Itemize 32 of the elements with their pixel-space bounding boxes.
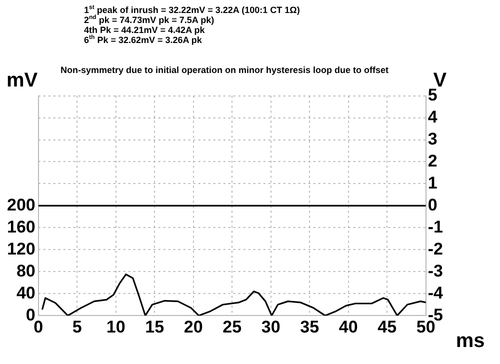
text: 2$^{nd}$ pk = 74.73mV pk = 7.5A pk) — [84, 15, 216, 25]
y2-tick-label: 4 — [428, 107, 438, 126]
y2-tick-label: -1 — [428, 217, 444, 236]
y2-tick-label: 2 — [428, 151, 438, 170]
x-tick-label: 25 — [222, 317, 242, 336]
x-tick-label: 10 — [106, 317, 126, 336]
y-tick-label: 80 — [16, 261, 36, 280]
y2-tick-label: 3 — [428, 129, 438, 148]
x-tick-label: 20 — [184, 317, 203, 336]
x-tick-label: 15 — [145, 317, 164, 336]
y-axis-title: mV — [6, 69, 38, 92]
y2-tick-label: -2 — [428, 239, 444, 258]
y2-tick-label: -4 — [428, 283, 444, 302]
y2-tick-label: 1 — [428, 173, 438, 192]
x-axis-title: ms — [456, 330, 485, 352]
y-tick-label: 160 — [6, 217, 36, 236]
y2-tick-label: -3 — [428, 261, 444, 280]
y2-tick-label: 0 — [428, 195, 438, 214]
x-tick-label: 45 — [378, 317, 397, 336]
text: 1$^{st}$ peak of inrush = 32.22mV = 3.22A (100:1 CT 1Ω) — [84, 5, 300, 15]
x-tick-label: 40 — [338, 317, 358, 336]
y-tick-label: 120 — [6, 239, 36, 258]
y-tick-label: 40 — [16, 283, 36, 302]
x-tick-label: 30 — [261, 317, 280, 336]
y-tick-label: 0 — [26, 305, 36, 324]
y-tick-label: 200 — [6, 195, 36, 214]
text: 4th Pk = 44.21mV = 4.42A pk — [84, 25, 206, 35]
y2-tick-label: 5 — [428, 85, 438, 104]
chart-title: Non-symmetry due to initial operation on minor hysteresis loop due to offset — [60, 64, 389, 75]
x-tick-label: 35 — [300, 317, 320, 336]
x-tick-label: 5 — [72, 317, 82, 336]
text: 6$^{th}$ Pk = 32.62mV = 3.26A pk — [84, 35, 202, 45]
